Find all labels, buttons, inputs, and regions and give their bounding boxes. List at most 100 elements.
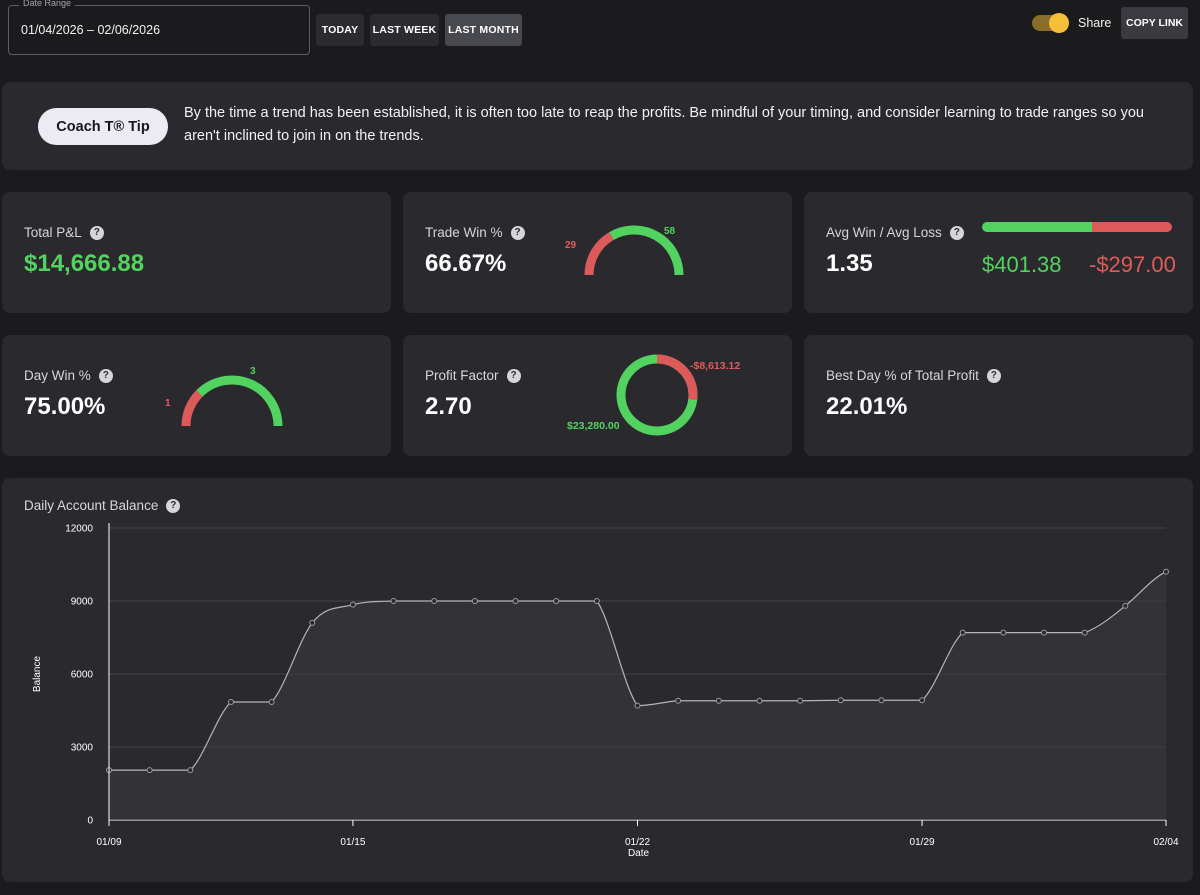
best-day-value: 22.01% xyxy=(826,393,908,420)
trade-win-card: Trade Win % ? 66.67% 29 58 xyxy=(403,192,792,313)
x-axis-label: Date xyxy=(628,848,650,859)
date-range-field[interactable]: Date Range 01/04/2026 – 02/06/2026 xyxy=(8,0,310,55)
donut-profit-label: $23,280.00 xyxy=(567,420,620,432)
x-tick-label: 01/22 xyxy=(625,837,650,848)
best-day-card: Best Day % of Total Profit ? 22.01% xyxy=(804,335,1193,456)
avg-loss-bar xyxy=(1092,222,1172,232)
total-pnl-label: Total P&L xyxy=(24,225,82,240)
gauge-win-label: 3 xyxy=(250,366,256,377)
last-month-button[interactable]: LAST MONTH xyxy=(445,14,522,46)
y-tick-label: 0 xyxy=(87,816,93,827)
avg-loss-value: -$297.00 xyxy=(1089,252,1176,277)
chart-axes: 0 3000 6000 9000 12000 01/09 01/15 01/22 01/29 02… xyxy=(65,523,1179,848)
balance-point[interactable] xyxy=(593,598,600,604)
balance-point[interactable] xyxy=(431,598,438,604)
profit-factor-card: Profit Factor ? 2.70 -$8,613.12 $23,280.… xyxy=(403,335,792,456)
x-tick-label: 01/29 xyxy=(910,837,935,848)
balance-point[interactable] xyxy=(1041,629,1048,636)
daily-balance-card: Daily Account Balance ? 0 3000 6000 9000 120… xyxy=(2,478,1193,882)
avg-win-loss-label: Avg Win / Avg Loss xyxy=(826,225,942,240)
help-icon[interactable]: ? xyxy=(949,225,964,240)
avg-win-loss-value: 1.35 xyxy=(826,250,873,277)
balance-points xyxy=(106,568,1169,774)
day-win-card: Day Win % ? 75.00% 1 3 xyxy=(2,335,391,456)
balance-point[interactable] xyxy=(349,601,356,608)
balance-point[interactable] xyxy=(553,598,560,604)
coach-tip-badge[interactable]: Coach T® Tip xyxy=(38,108,168,145)
date-range-label: Date Range xyxy=(19,0,76,9)
date-range-value[interactable]: 01/04/2026 – 02/06/2026 xyxy=(21,23,161,37)
profit-factor-label: Profit Factor xyxy=(425,368,499,383)
share-toggle-knob[interactable] xyxy=(1049,13,1069,33)
gauge-loss-label: 29 xyxy=(565,240,577,251)
balance-line xyxy=(108,571,1167,771)
help-icon[interactable]: ? xyxy=(89,225,104,240)
balance-point[interactable] xyxy=(1163,568,1169,575)
avg-win-value: $401.38 xyxy=(982,252,1062,277)
coach-tip-card: Coach T® Tip By the time a trend has bee… xyxy=(2,82,1193,170)
gauge-win-label: 58 xyxy=(664,226,676,237)
avg-win-loss-card: Avg Win / Avg Loss ? 1.35 $401.38 -$297.… xyxy=(804,192,1193,313)
total-pnl-value: $14,666.88 xyxy=(24,250,145,277)
today-button[interactable]: TODAY xyxy=(316,14,364,46)
help-icon[interactable]: ? xyxy=(98,368,113,383)
y-tick-label: 12000 xyxy=(65,524,93,535)
balance-point[interactable] xyxy=(756,697,763,704)
balance-point[interactable] xyxy=(187,767,194,774)
balance-point[interactable] xyxy=(1081,629,1088,636)
balance-point[interactable] xyxy=(959,629,966,636)
day-win-gauge: 1 3 xyxy=(165,366,283,427)
gauge-loss-arc xyxy=(584,232,614,276)
balance-point[interactable] xyxy=(1000,629,1007,636)
balance-area xyxy=(109,571,1166,820)
help-icon[interactable]: ? xyxy=(510,225,525,240)
profit-factor-donut: -$8,613.12 $23,280.00 xyxy=(567,354,740,436)
donut-loss-label: -$8,613.12 xyxy=(690,360,740,372)
share-label: Share xyxy=(1078,16,1112,30)
balance-point[interactable] xyxy=(146,767,153,774)
day-win-value: 75.00% xyxy=(24,393,106,420)
y-tick-label: 9000 xyxy=(71,597,94,608)
trade-win-label: Trade Win % xyxy=(425,225,503,240)
gauge-win-arc xyxy=(196,375,283,427)
gauge-loss-label: 1 xyxy=(165,398,171,409)
x-tick-label: 01/09 xyxy=(96,837,121,848)
trade-win-value: 66.67% xyxy=(425,250,507,277)
balance-point[interactable] xyxy=(837,697,844,704)
x-tick-label: 01/15 xyxy=(340,837,365,848)
last-week-button[interactable]: LAST WEEK xyxy=(370,14,439,46)
day-win-label: Day Win % xyxy=(24,368,91,383)
balance-point[interactable] xyxy=(634,702,641,709)
gauge-loss-arc xyxy=(181,390,203,427)
x-tick-label: 02/04 xyxy=(1153,837,1178,848)
balance-point[interactable] xyxy=(309,619,316,626)
balance-point[interactable] xyxy=(675,697,682,704)
daily-balance-chart: 0 3000 6000 9000 12000 01/09 01/15 01/22 01/29 02… xyxy=(32,523,1179,859)
help-icon[interactable]: ? xyxy=(166,498,181,513)
balance-point[interactable] xyxy=(471,598,478,604)
balance-point[interactable] xyxy=(227,698,234,705)
y-axis-label: Balance xyxy=(32,655,43,692)
total-pnl-card: Total P&L ? $14,666.88 xyxy=(2,192,391,313)
balance-point[interactable] xyxy=(878,697,885,704)
donut-loss-segment xyxy=(616,354,698,436)
copy-link-button[interactable]: COPY LINK xyxy=(1121,7,1188,39)
balance-point[interactable] xyxy=(715,697,722,704)
trade-win-gauge: 29 58 xyxy=(565,225,684,276)
y-tick-label: 3000 xyxy=(71,743,94,754)
balance-point[interactable] xyxy=(268,698,275,705)
balance-point[interactable] xyxy=(797,697,804,704)
help-icon[interactable]: ? xyxy=(506,368,521,383)
balance-point[interactable] xyxy=(1122,602,1129,609)
y-tick-label: 6000 xyxy=(71,670,94,681)
best-day-label: Best Day % of Total Profit xyxy=(826,368,979,383)
balance-point[interactable] xyxy=(919,697,926,704)
avg-win-bar xyxy=(982,222,1092,232)
daily-balance-title: Daily Account Balance xyxy=(24,498,159,513)
profit-factor-value: 2.70 xyxy=(425,393,472,420)
gauge-win-arc xyxy=(609,225,684,276)
balance-point[interactable] xyxy=(512,598,519,604)
help-icon[interactable]: ? xyxy=(986,368,1001,383)
coach-tip-text: By the time a trend has been established… xyxy=(184,105,1144,144)
balance-point[interactable] xyxy=(390,598,397,604)
